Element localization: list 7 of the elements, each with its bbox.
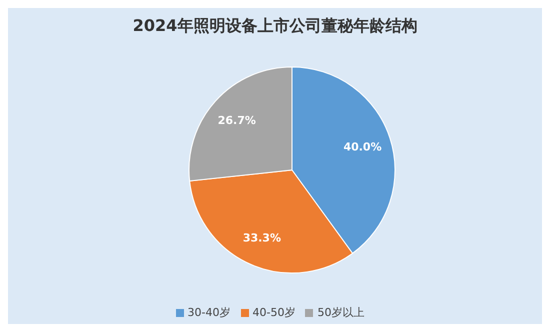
legend-label: 30-40岁 <box>188 306 230 319</box>
legend-label: 50岁以上 <box>317 306 364 319</box>
data-label: 26.7% <box>218 114 256 127</box>
data-label: 33.3% <box>242 231 281 244</box>
data-label: 40.0% <box>343 140 382 154</box>
legend-label: 40-50岁 <box>252 306 296 319</box>
chart-title: 2024年照明设备上市公司董秘年龄结构 <box>132 16 418 37</box>
